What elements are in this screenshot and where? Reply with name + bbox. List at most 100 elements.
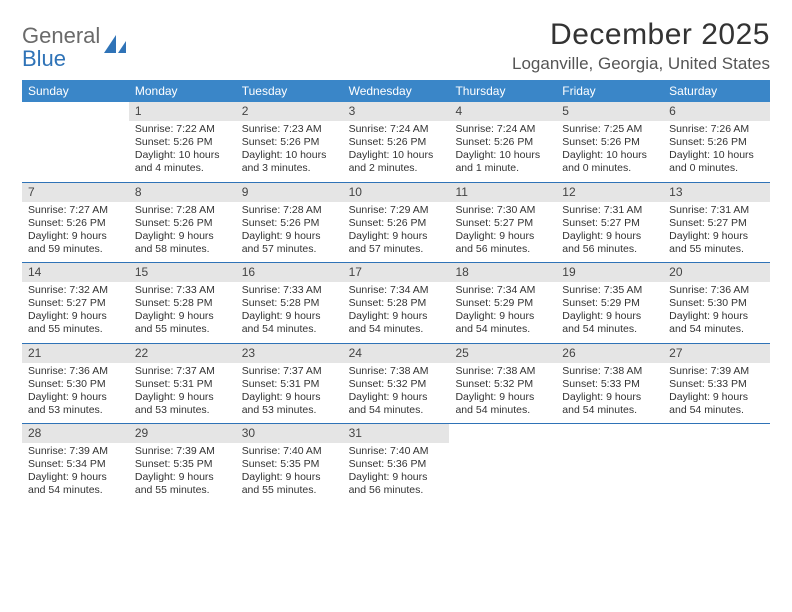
day-number: 21 xyxy=(22,344,129,363)
weekday-header-row: SundayMondayTuesdayWednesdayThursdayFrid… xyxy=(22,80,770,102)
day-number: 2 xyxy=(236,102,343,121)
day-body: Sunrise: 7:24 AMSunset: 5:26 PMDaylight:… xyxy=(343,121,450,182)
day-number: 16 xyxy=(236,263,343,282)
day-number: 6 xyxy=(663,102,770,121)
day-number: 13 xyxy=(663,183,770,202)
calendar-cell: 13Sunrise: 7:31 AMSunset: 5:27 PMDayligh… xyxy=(663,183,770,263)
sunrise-text: Sunrise: 7:22 AM xyxy=(135,123,230,136)
day-number: 25 xyxy=(449,344,556,363)
day-body: Sunrise: 7:37 AMSunset: 5:31 PMDaylight:… xyxy=(236,363,343,424)
calendar-cell: 25Sunrise: 7:38 AMSunset: 5:32 PMDayligh… xyxy=(449,344,556,424)
sunset-text: Sunset: 5:33 PM xyxy=(669,378,764,391)
sunrise-text: Sunrise: 7:39 AM xyxy=(135,445,230,458)
day-body: Sunrise: 7:39 AMSunset: 5:35 PMDaylight:… xyxy=(129,443,236,504)
day-number: 28 xyxy=(22,424,129,443)
daylight-text: Daylight: 10 hours and 2 minutes. xyxy=(349,149,444,175)
sunrise-text: Sunrise: 7:39 AM xyxy=(669,365,764,378)
day-number: 18 xyxy=(449,263,556,282)
calendar-cell: 29Sunrise: 7:39 AMSunset: 5:35 PMDayligh… xyxy=(129,424,236,504)
day-body: Sunrise: 7:25 AMSunset: 5:26 PMDaylight:… xyxy=(556,121,663,182)
sunset-text: Sunset: 5:26 PM xyxy=(242,217,337,230)
day-number: 4 xyxy=(449,102,556,121)
calendar-cell: 7Sunrise: 7:27 AMSunset: 5:26 PMDaylight… xyxy=(22,183,129,263)
day-body: Sunrise: 7:35 AMSunset: 5:29 PMDaylight:… xyxy=(556,282,663,343)
daylight-text: Daylight: 9 hours and 56 minutes. xyxy=(562,230,657,256)
daylight-text: Daylight: 9 hours and 58 minutes. xyxy=(135,230,230,256)
sunrise-text: Sunrise: 7:32 AM xyxy=(28,284,123,297)
sunset-text: Sunset: 5:27 PM xyxy=(562,217,657,230)
weekday-header: Tuesday xyxy=(236,80,343,102)
sunset-text: Sunset: 5:28 PM xyxy=(349,297,444,310)
calendar-cell: 31Sunrise: 7:40 AMSunset: 5:36 PMDayligh… xyxy=(343,424,450,504)
sunrise-text: Sunrise: 7:36 AM xyxy=(669,284,764,297)
daylight-text: Daylight: 9 hours and 55 minutes. xyxy=(242,471,337,497)
daylight-text: Daylight: 10 hours and 0 minutes. xyxy=(562,149,657,175)
day-body: Sunrise: 7:24 AMSunset: 5:26 PMDaylight:… xyxy=(449,121,556,182)
daylight-text: Daylight: 9 hours and 55 minutes. xyxy=(28,310,123,336)
daylight-text: Daylight: 9 hours and 55 minutes. xyxy=(135,310,230,336)
daylight-text: Daylight: 9 hours and 54 minutes. xyxy=(669,310,764,336)
sunrise-text: Sunrise: 7:38 AM xyxy=(562,365,657,378)
sunrise-text: Sunrise: 7:37 AM xyxy=(242,365,337,378)
calendar-cell: . xyxy=(22,102,129,182)
sunset-text: Sunset: 5:29 PM xyxy=(455,297,550,310)
daylight-text: Daylight: 9 hours and 53 minutes. xyxy=(28,391,123,417)
calendar-cell: 20Sunrise: 7:36 AMSunset: 5:30 PMDayligh… xyxy=(663,263,770,343)
day-body: Sunrise: 7:36 AMSunset: 5:30 PMDaylight:… xyxy=(663,282,770,343)
calendar-cell: 8Sunrise: 7:28 AMSunset: 5:26 PMDaylight… xyxy=(129,183,236,263)
sunset-text: Sunset: 5:32 PM xyxy=(455,378,550,391)
weekday-header: Monday xyxy=(129,80,236,102)
calendar-week: 14Sunrise: 7:32 AMSunset: 5:27 PMDayligh… xyxy=(22,263,770,344)
daylight-text: Daylight: 9 hours and 56 minutes. xyxy=(349,471,444,497)
calendar-cell: 17Sunrise: 7:34 AMSunset: 5:28 PMDayligh… xyxy=(343,263,450,343)
day-number: 27 xyxy=(663,344,770,363)
calendar-cell: 6Sunrise: 7:26 AMSunset: 5:26 PMDaylight… xyxy=(663,102,770,182)
daylight-text: Daylight: 10 hours and 1 minute. xyxy=(455,149,550,175)
sunset-text: Sunset: 5:26 PM xyxy=(28,217,123,230)
day-body: Sunrise: 7:26 AMSunset: 5:26 PMDaylight:… xyxy=(663,121,770,182)
day-number: 17 xyxy=(343,263,450,282)
day-body: Sunrise: 7:34 AMSunset: 5:28 PMDaylight:… xyxy=(343,282,450,343)
calendar-cell: 15Sunrise: 7:33 AMSunset: 5:28 PMDayligh… xyxy=(129,263,236,343)
calendar-cell: . xyxy=(449,424,556,504)
sunset-text: Sunset: 5:35 PM xyxy=(242,458,337,471)
sunrise-text: Sunrise: 7:23 AM xyxy=(242,123,337,136)
sunset-text: Sunset: 5:31 PM xyxy=(242,378,337,391)
sunrise-text: Sunrise: 7:31 AM xyxy=(562,204,657,217)
calendar-cell: 11Sunrise: 7:30 AMSunset: 5:27 PMDayligh… xyxy=(449,183,556,263)
sunrise-text: Sunrise: 7:33 AM xyxy=(135,284,230,297)
day-number: 3 xyxy=(343,102,450,121)
day-body: Sunrise: 7:37 AMSunset: 5:31 PMDaylight:… xyxy=(129,363,236,424)
daylight-text: Daylight: 10 hours and 3 minutes. xyxy=(242,149,337,175)
weekday-header: Sunday xyxy=(22,80,129,102)
day-number: 14 xyxy=(22,263,129,282)
calendar-cell: 30Sunrise: 7:40 AMSunset: 5:35 PMDayligh… xyxy=(236,424,343,504)
sunrise-text: Sunrise: 7:27 AM xyxy=(28,204,123,217)
sunrise-text: Sunrise: 7:35 AM xyxy=(562,284,657,297)
sunset-text: Sunset: 5:33 PM xyxy=(562,378,657,391)
daylight-text: Daylight: 9 hours and 54 minutes. xyxy=(28,471,123,497)
sunrise-text: Sunrise: 7:28 AM xyxy=(242,204,337,217)
day-number: 20 xyxy=(663,263,770,282)
daylight-text: Daylight: 10 hours and 4 minutes. xyxy=(135,149,230,175)
sunrise-text: Sunrise: 7:29 AM xyxy=(349,204,444,217)
day-body: Sunrise: 7:28 AMSunset: 5:26 PMDaylight:… xyxy=(129,202,236,263)
daylight-text: Daylight: 9 hours and 54 minutes. xyxy=(562,391,657,417)
sunset-text: Sunset: 5:30 PM xyxy=(28,378,123,391)
sunset-text: Sunset: 5:26 PM xyxy=(349,217,444,230)
calendar-cell: 2Sunrise: 7:23 AMSunset: 5:26 PMDaylight… xyxy=(236,102,343,182)
day-body: Sunrise: 7:38 AMSunset: 5:32 PMDaylight:… xyxy=(343,363,450,424)
calendar-cell: 4Sunrise: 7:24 AMSunset: 5:26 PMDaylight… xyxy=(449,102,556,182)
calendar-cell: 28Sunrise: 7:39 AMSunset: 5:34 PMDayligh… xyxy=(22,424,129,504)
sail-icon xyxy=(100,36,128,59)
day-number: 12 xyxy=(556,183,663,202)
day-number: 9 xyxy=(236,183,343,202)
day-body: Sunrise: 7:36 AMSunset: 5:30 PMDaylight:… xyxy=(22,363,129,424)
sunrise-text: Sunrise: 7:38 AM xyxy=(349,365,444,378)
sunrise-text: Sunrise: 7:26 AM xyxy=(669,123,764,136)
day-body: Sunrise: 7:22 AMSunset: 5:26 PMDaylight:… xyxy=(129,121,236,182)
calendar-week: 28Sunrise: 7:39 AMSunset: 5:34 PMDayligh… xyxy=(22,424,770,504)
calendar-cell: 23Sunrise: 7:37 AMSunset: 5:31 PMDayligh… xyxy=(236,344,343,424)
sunrise-text: Sunrise: 7:36 AM xyxy=(28,365,123,378)
day-number: 11 xyxy=(449,183,556,202)
